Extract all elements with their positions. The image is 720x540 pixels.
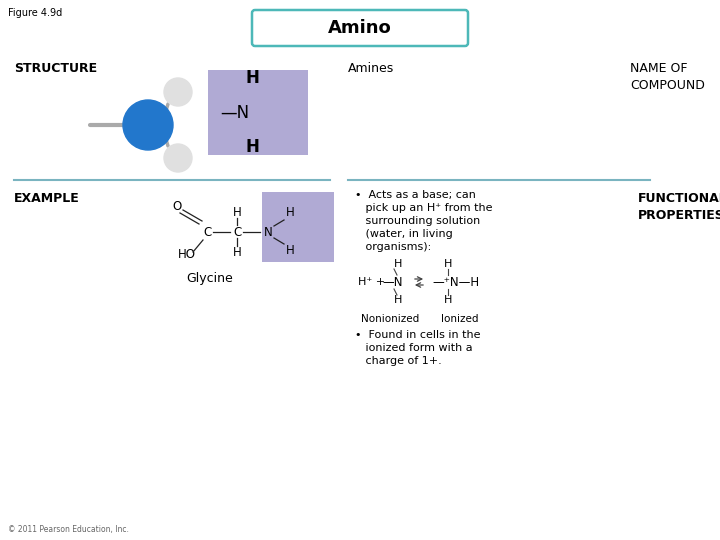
Circle shape [164, 144, 192, 172]
Text: H: H [286, 206, 294, 219]
Text: C: C [203, 226, 211, 239]
Text: HO: HO [178, 248, 196, 261]
Text: O: O [172, 200, 181, 213]
Text: H: H [233, 206, 241, 219]
Text: NAME OF
COMPOUND: NAME OF COMPOUND [630, 62, 705, 92]
Text: •  Found in cells in the: • Found in cells in the [355, 330, 480, 340]
Text: pick up an H⁺ from the: pick up an H⁺ from the [355, 203, 492, 213]
Text: Nonionized: Nonionized [361, 314, 419, 324]
Text: H⁺ +: H⁺ + [358, 277, 385, 287]
Text: EXAMPLE: EXAMPLE [14, 192, 80, 205]
Text: organisms):: organisms): [355, 242, 431, 252]
Text: —⁺N—H: —⁺N—H [432, 275, 479, 288]
Text: H: H [444, 295, 452, 305]
Text: Ionized: Ionized [441, 314, 479, 324]
Text: C: C [233, 226, 241, 239]
Text: H: H [444, 259, 452, 269]
Circle shape [164, 78, 192, 106]
FancyBboxPatch shape [208, 70, 308, 155]
Text: H: H [394, 295, 402, 305]
Text: H: H [233, 246, 241, 259]
Text: H: H [245, 69, 259, 87]
Text: surrounding solution: surrounding solution [355, 216, 480, 226]
Circle shape [123, 100, 173, 150]
Text: Amines: Amines [348, 62, 395, 75]
Text: Amino: Amino [328, 19, 392, 37]
Text: charge of 1+.: charge of 1+. [355, 356, 442, 366]
Text: © 2011 Pearson Education, Inc.: © 2011 Pearson Education, Inc. [8, 525, 129, 534]
Text: H: H [394, 259, 402, 269]
Text: H: H [245, 138, 259, 156]
Text: ionized form with a: ionized form with a [355, 343, 472, 353]
Text: •  Acts as a base; can: • Acts as a base; can [355, 190, 476, 200]
Text: N: N [264, 226, 272, 239]
Text: (water, in living: (water, in living [355, 229, 453, 239]
Text: Figure 4.9d: Figure 4.9d [8, 8, 62, 18]
Text: STRUCTURE: STRUCTURE [14, 62, 97, 75]
FancyBboxPatch shape [252, 10, 468, 46]
Text: —N: —N [382, 275, 402, 288]
Text: H: H [286, 245, 294, 258]
Text: —N: —N [220, 104, 249, 122]
FancyBboxPatch shape [262, 192, 334, 262]
Text: FUNCTIONAL
PROPERTIES: FUNCTIONAL PROPERTIES [638, 192, 720, 222]
Text: Glycine: Glycine [186, 272, 233, 285]
